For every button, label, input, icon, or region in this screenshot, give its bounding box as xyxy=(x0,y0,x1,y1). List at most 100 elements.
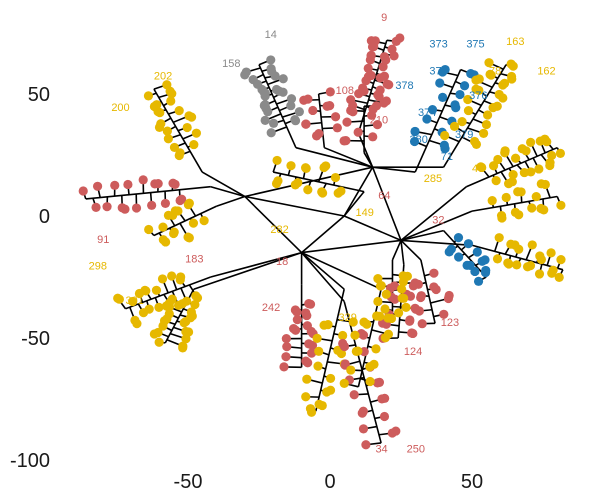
leaf-point-blue xyxy=(435,78,445,88)
leaf-point-blue xyxy=(455,89,465,100)
leaf-point-yellow xyxy=(162,126,172,136)
leaf-point-yellow xyxy=(471,84,481,94)
leaf-point-yellow xyxy=(186,112,197,122)
leaf-point-blue xyxy=(453,233,464,243)
leaf-point-yellow xyxy=(381,289,391,299)
leaf-point-yellow xyxy=(510,153,521,163)
node-label: 158 xyxy=(222,58,240,70)
node-label: 378 xyxy=(395,80,413,92)
leaf-point-yellow xyxy=(286,161,296,171)
tree-edge xyxy=(301,215,345,254)
node-label: 9 xyxy=(381,12,387,24)
leaf-point-yellow xyxy=(181,316,191,327)
leaf-point-yellow xyxy=(143,91,154,101)
tree-edge xyxy=(210,185,246,198)
leaf-point-yellow xyxy=(348,317,358,327)
tree-edge xyxy=(244,195,303,254)
leaf-point-red xyxy=(291,325,301,335)
node-label: 123 xyxy=(441,317,459,329)
leaf-point-red xyxy=(342,117,352,127)
leaf-point-yellow xyxy=(498,93,508,103)
leaf-point-red xyxy=(417,319,427,329)
tree-edge xyxy=(391,240,402,261)
node-label: 301 xyxy=(126,295,144,307)
leaf-point-red xyxy=(307,348,317,358)
leaf-point-yellow xyxy=(536,203,546,214)
x-tick-label: 0 xyxy=(324,471,335,493)
leaf-point-yellow xyxy=(138,308,149,318)
leaf-point-red xyxy=(311,131,322,141)
leaf-point-yellow xyxy=(301,163,311,174)
leaf-point-yellow xyxy=(526,167,536,177)
leaf-point-red xyxy=(367,110,377,120)
leaf-point-red xyxy=(411,304,421,314)
leaf-point-red xyxy=(292,307,302,317)
leaf-point-red xyxy=(325,100,335,111)
leaf-point-yellow xyxy=(134,288,145,299)
leaf-point-red xyxy=(325,87,335,97)
node-label: 34 xyxy=(375,444,387,456)
tree-edge xyxy=(343,191,365,217)
node-label: 18 xyxy=(276,256,288,268)
leaf-point-yellow xyxy=(346,365,356,375)
leaf-point-red xyxy=(339,136,349,146)
leaf-point-yellow xyxy=(499,78,510,88)
tree-edge xyxy=(466,146,558,188)
tree-edge xyxy=(244,195,345,217)
leaf-point-yellow xyxy=(350,330,360,340)
leaf-point-yellow xyxy=(401,302,411,312)
leaf-point-yellow xyxy=(540,134,550,144)
leaf-point-yellow xyxy=(302,374,312,384)
leaf-point-red xyxy=(306,326,316,337)
leaf-point-red xyxy=(305,299,316,309)
leaf-point-yellow xyxy=(301,392,311,402)
node-label: 149 xyxy=(356,207,374,219)
leaf-point-yellow xyxy=(494,233,504,243)
leaf-point-blue xyxy=(409,136,420,147)
node-label: 14 xyxy=(265,29,277,41)
tree-edge xyxy=(400,229,444,242)
leaf-point-yellow xyxy=(338,330,348,341)
y-tick-label: -50 xyxy=(21,328,50,350)
leaf-point-red xyxy=(340,359,350,369)
node-label: 108 xyxy=(336,85,354,97)
leaf-point-red xyxy=(370,36,380,46)
leaf-point-red xyxy=(330,112,341,122)
leaf-point-red xyxy=(349,390,359,400)
leaf-point-blue xyxy=(440,143,450,154)
leaf-point-red xyxy=(301,356,311,366)
leaf-point-blue xyxy=(422,114,432,124)
leaf-point-yellow xyxy=(306,407,317,417)
leaf-point-gray xyxy=(274,86,284,96)
node-label: 71 xyxy=(441,151,453,163)
leaf-point-yellow xyxy=(501,192,511,203)
leaf-point-red xyxy=(366,51,376,61)
leaf-point-yellow xyxy=(181,334,191,344)
leaf-point-yellow xyxy=(336,186,346,196)
leaf-point-red xyxy=(353,127,363,137)
leaf-point-yellow xyxy=(500,146,510,156)
node-label: 78 xyxy=(489,65,501,77)
leaf-point-yellow xyxy=(497,213,507,223)
leaf-point-yellow xyxy=(536,254,546,265)
leaf-point-yellow xyxy=(128,296,138,307)
node-label: 380 xyxy=(410,134,428,146)
node-label: 375 xyxy=(466,39,484,51)
leaf-point-gray xyxy=(286,101,296,111)
leaf-point-yellow xyxy=(556,255,566,265)
leaf-point-yellow xyxy=(555,148,566,159)
leaf-point-yellow xyxy=(169,227,179,237)
x-tick-label: 50 xyxy=(461,471,483,493)
tree-edge xyxy=(400,240,405,265)
node-label: 373 xyxy=(429,39,447,51)
tree-edge xyxy=(301,251,345,290)
leaf-point-blue xyxy=(470,266,480,277)
leaf-point-yellow xyxy=(190,299,200,310)
leaf-point-red xyxy=(177,194,187,204)
leaf-points xyxy=(78,33,566,450)
leaf-point-yellow xyxy=(169,142,180,153)
y-axis-tick-labels: 50 0 -50 -100 xyxy=(10,84,50,472)
leaf-point-red xyxy=(361,440,371,450)
